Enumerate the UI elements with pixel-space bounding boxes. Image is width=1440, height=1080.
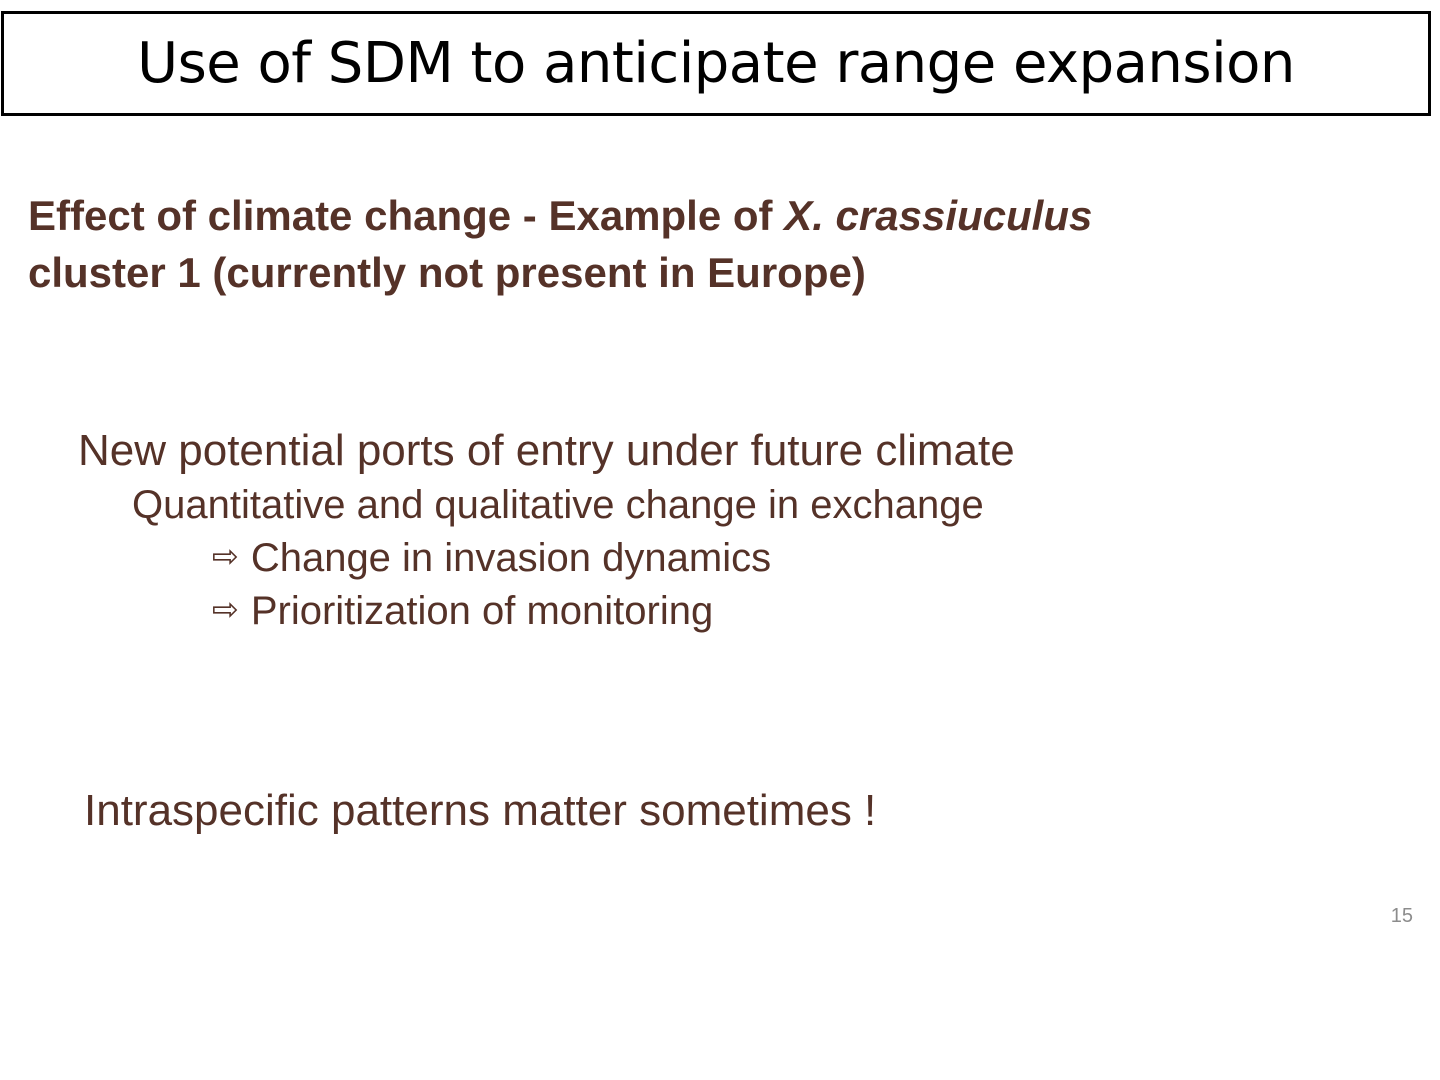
consequence-label: Change in invasion dynamics	[250, 536, 772, 580]
slide-title-box: Use of SDM to anticipate range expansion	[1, 11, 1431, 116]
species-name: X. crassiuculus	[784, 192, 1093, 239]
closing-statement: Intraspecific patterns matter sometimes …	[84, 786, 877, 835]
sub-point: Quantitative and qualitative change in e…	[132, 483, 984, 527]
main-point: New potential ports of entry under futur…	[78, 426, 1015, 475]
right-arrow-icon: ⇨	[212, 537, 239, 575]
slide-subtitle: Effect of climate change - Example of X.…	[28, 187, 1408, 301]
consequence-item: ⇨ Change in invasion dynamics	[212, 536, 771, 581]
consequence-item: ⇨ Prioritization of monitoring	[212, 589, 713, 634]
right-arrow-icon: ⇨	[212, 590, 239, 628]
consequence-label: Prioritization of monitoring	[250, 589, 714, 633]
slide-title: Use of SDM to anticipate range expansion	[137, 31, 1295, 96]
subtitle-part1: Effect of climate change - Example of	[28, 192, 785, 239]
subtitle-part2: cluster 1 (currently not present in Euro…	[28, 249, 866, 296]
page-number: 15	[1390, 905, 1413, 927]
